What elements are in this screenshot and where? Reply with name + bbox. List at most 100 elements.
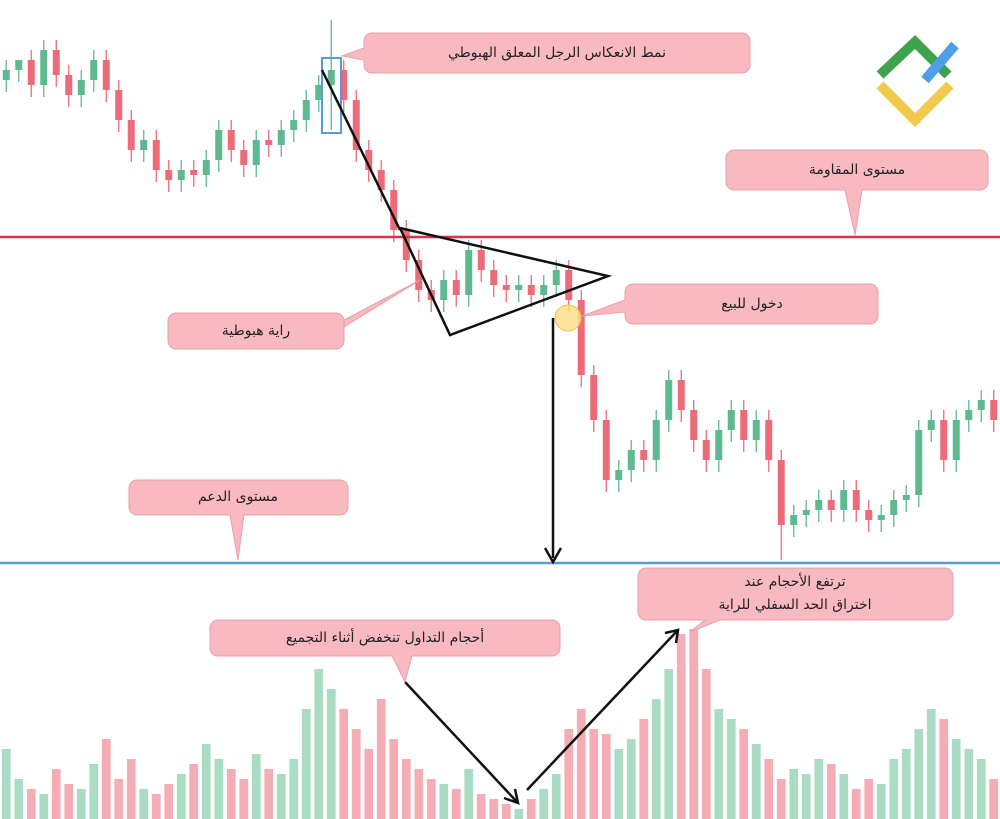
volume-bar [826,764,836,819]
volume-bar [439,784,449,819]
candle-body [702,440,710,460]
volume-bar [714,709,724,819]
candle-body [40,50,48,85]
candle-body [590,375,598,420]
volume-bar [701,669,711,819]
candle-body [540,285,548,295]
candle-body [127,120,135,150]
candle-body [990,400,998,420]
volume-bar [564,729,574,819]
callout-text: راية هبوطية [222,323,290,339]
volume-bar [464,769,474,819]
volume-bar [914,729,924,819]
candle-body [390,190,398,230]
volume-bar [926,709,936,819]
candle-body [402,230,410,260]
volume-bar [876,784,886,819]
candle-body [915,430,923,495]
volume-bar [514,809,524,819]
candle-body [2,70,10,80]
candle-body [265,140,273,145]
candle-body [365,150,373,170]
candle-body [765,420,773,460]
candle-body [227,130,235,150]
candle-body [152,140,160,170]
candle-body [640,450,648,460]
callout-text: مستوى الدعم [198,489,278,505]
volume-bar [951,739,961,819]
volume-bar [251,754,261,819]
callout-text: اختراق الحد السفلي للراية [718,597,871,613]
callout [581,283,879,325]
candle-body [865,510,873,520]
volume-bar [39,794,49,819]
candle-body [277,130,285,145]
candle-body [377,170,385,190]
volume-bar [426,779,436,819]
candle-body [715,430,723,460]
candle-body [452,280,460,295]
candle-body [840,490,848,510]
arrow-head [503,788,520,805]
price-layer [0,20,1000,565]
callout [637,567,954,633]
callout [725,149,989,236]
volume-bar [76,789,86,819]
volume-bar [1,749,11,819]
candle-body [827,500,835,510]
volume-bar [801,774,811,819]
volume-arrow [526,629,679,791]
candle-body [215,130,223,160]
volume-bar [989,779,999,819]
trend-line [320,69,402,231]
volume-bar [401,759,411,819]
candle-body [602,420,610,480]
volume-bar [651,699,661,819]
volume-bar [351,729,361,819]
candle-body [190,170,198,175]
candle-body [565,270,573,300]
logo-part [921,41,959,84]
volume-bar [364,749,374,819]
candle-body [252,140,260,165]
candle-body [177,170,185,180]
volume-bar [451,789,461,819]
volume-bar [614,749,624,819]
highlight-box [321,57,342,134]
volume-bar [589,729,599,819]
candle-body [665,380,673,420]
volume-bar [114,779,124,819]
pennant-shape [398,226,613,337]
candle-body [902,495,910,500]
volume-bar [851,789,861,819]
candle-body [502,285,510,290]
volume-bar [739,729,749,819]
entry-point [554,304,582,332]
logo-part [876,81,954,128]
candle-body [727,410,735,430]
volume-arrow [404,681,519,804]
candle-body [352,100,360,150]
candle-body [490,270,498,285]
volume-bar [576,709,586,819]
candle-body [802,510,810,515]
candle-body [27,60,35,85]
volume-bar [289,759,299,819]
volume-bar [301,709,311,819]
candle-body [940,420,948,460]
volume-bar [14,779,24,819]
candle-body [977,400,985,410]
logo [876,35,959,128]
candle-body [302,100,310,120]
candle-body [527,285,535,295]
volume-bar [476,794,486,819]
volume-bar [326,689,336,819]
volume-bar [814,759,824,819]
volume-bar [689,629,699,819]
volume-bar [864,779,874,819]
candle-body [202,160,210,175]
candle-body [115,90,123,120]
volume-bar [639,719,649,819]
volume-bar [501,804,511,819]
candle-body [102,60,110,90]
